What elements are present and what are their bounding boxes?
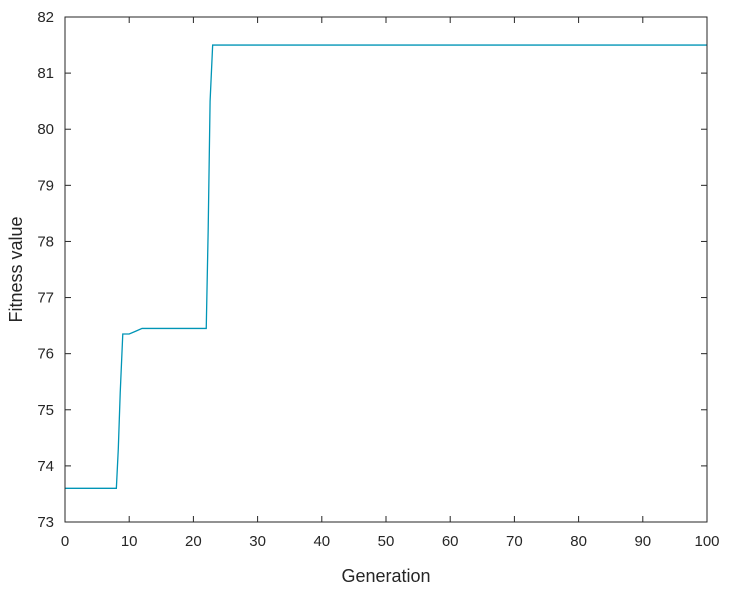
x-tick-label: 70	[506, 533, 523, 550]
y-tick-label: 75	[37, 402, 54, 419]
y-tick-label: 80	[37, 121, 54, 138]
x-tick-label: 80	[570, 533, 587, 550]
x-tick-label: 20	[185, 533, 202, 550]
y-tick-label: 73	[37, 514, 54, 531]
x-tick-label: 50	[378, 533, 395, 550]
y-tick-label: 78	[37, 233, 54, 250]
x-tick-label: 100	[694, 533, 719, 550]
x-tick-label: 60	[442, 533, 459, 550]
x-tick-label: 10	[121, 533, 138, 550]
y-tick-label: 74	[37, 458, 54, 475]
y-tick-label: 82	[37, 9, 54, 26]
y-tick-label: 76	[37, 346, 54, 363]
x-tick-label: 90	[634, 533, 651, 550]
x-tick-label: 30	[249, 533, 266, 550]
series-layer	[65, 44, 707, 489]
x-tick-label: 0	[61, 533, 69, 550]
series-line-1	[65, 44, 707, 489]
axes-layer: 0 10 20 30 40 50 60 70 80 90 100 73 74 75 76 77 78 79 80 81…	[37, 9, 719, 550]
x-axis-label: Generation	[341, 566, 430, 586]
plot-background	[65, 17, 707, 522]
y-axis-label: Fitness value	[6, 216, 26, 322]
y-tick-label: 77	[37, 290, 54, 307]
y-tick-label: 79	[37, 177, 54, 194]
x-tick-label: 40	[313, 533, 330, 550]
y-tick-label: 81	[37, 65, 54, 82]
